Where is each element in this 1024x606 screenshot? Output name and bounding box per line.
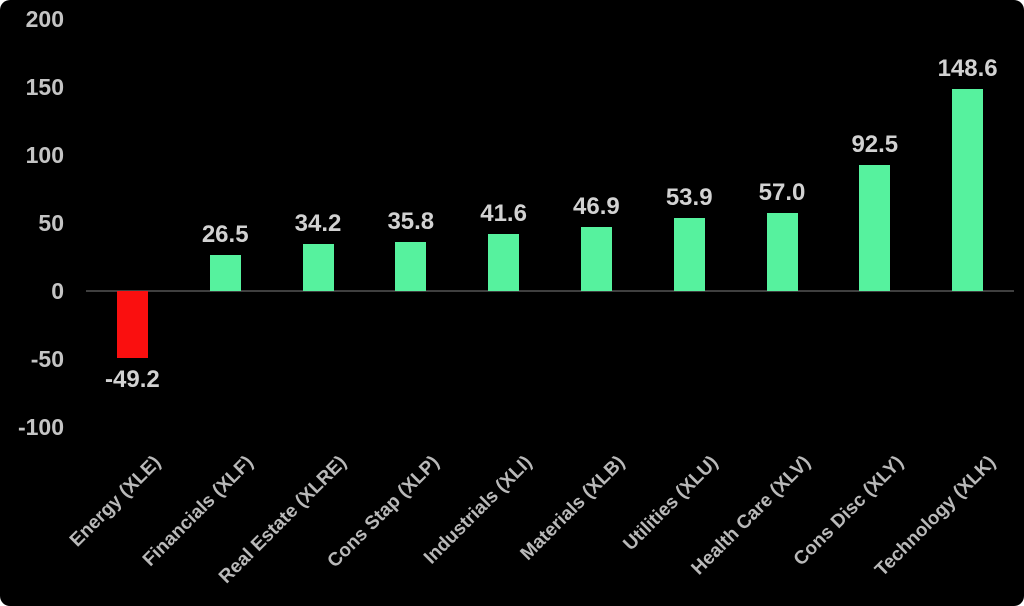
y-tick-label: -100 xyxy=(17,414,64,440)
y-tick-label: 0 xyxy=(51,278,64,304)
bar xyxy=(859,165,891,291)
bar-value-label: 53.9 xyxy=(665,183,713,211)
bar-value-label: 26.5 xyxy=(201,220,249,248)
y-tick-label: 100 xyxy=(25,142,64,168)
bar xyxy=(766,213,798,291)
y-tick-label: 50 xyxy=(38,210,64,236)
bar xyxy=(488,234,520,291)
bar-value-label: 57.0 xyxy=(758,179,806,207)
bar xyxy=(673,217,705,291)
bar-value-label: 148.6 xyxy=(937,54,998,82)
bar-value-label: 92.5 xyxy=(851,131,899,159)
bar xyxy=(580,227,612,291)
x-category-label-text: Utilities (XLU) xyxy=(619,452,723,555)
zero-axis-line xyxy=(86,290,1014,292)
bar xyxy=(209,254,241,291)
bar-value-label: -49.2 xyxy=(105,365,160,393)
bar xyxy=(952,88,984,291)
bar xyxy=(116,291,148,358)
bar xyxy=(302,244,334,291)
bar-value-label: 41.6 xyxy=(480,200,527,228)
x-category-label-text: Energy (XLE) xyxy=(66,452,166,552)
bar xyxy=(395,242,427,291)
y-tick-label: -50 xyxy=(30,346,64,372)
y-tick-label: 150 xyxy=(25,74,64,100)
bar-value-label: 46.9 xyxy=(573,193,620,221)
bar-value-label: 35.8 xyxy=(387,208,435,236)
bar-value-label: 34.2 xyxy=(294,210,342,238)
y-tick-label: 200 xyxy=(25,6,64,32)
